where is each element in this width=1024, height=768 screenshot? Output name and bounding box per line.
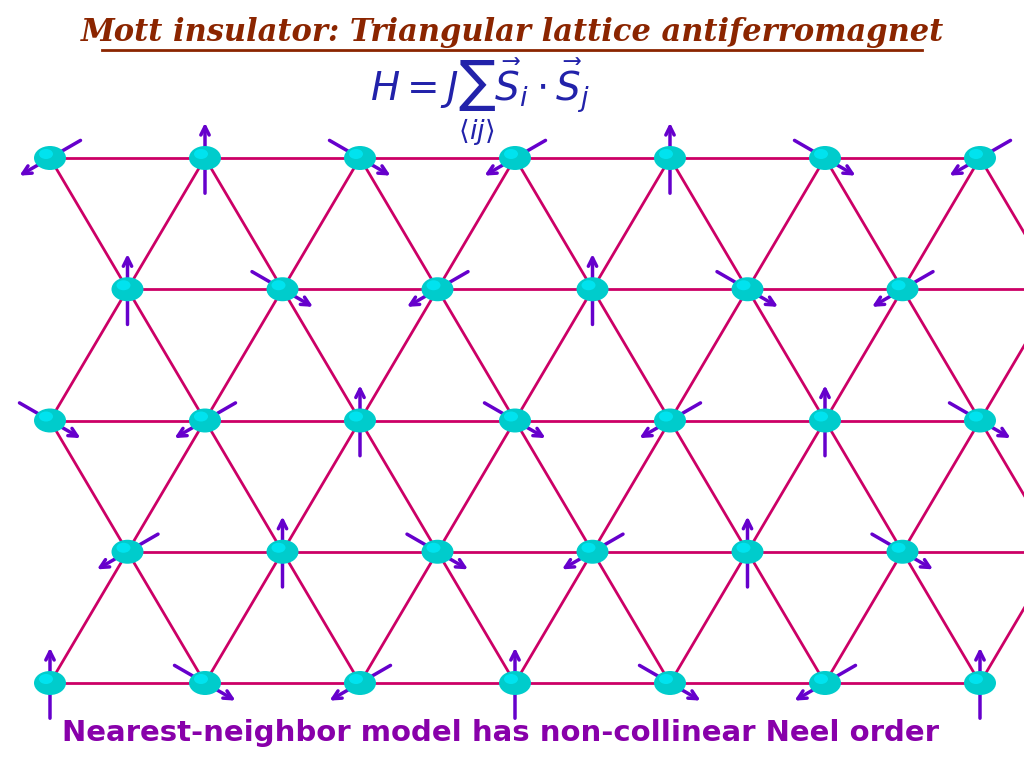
Ellipse shape (422, 277, 454, 301)
Ellipse shape (117, 280, 130, 290)
Ellipse shape (814, 674, 828, 684)
Ellipse shape (887, 540, 919, 564)
Text: Nearest-neighbor model has non-collinear Neel order: Nearest-neighbor model has non-collinear… (61, 719, 939, 747)
Ellipse shape (344, 146, 376, 170)
Ellipse shape (427, 543, 440, 553)
Ellipse shape (582, 280, 596, 290)
Ellipse shape (344, 671, 376, 695)
Ellipse shape (659, 674, 673, 684)
Ellipse shape (194, 412, 208, 422)
Ellipse shape (659, 149, 673, 159)
Ellipse shape (266, 540, 299, 564)
Ellipse shape (112, 540, 143, 564)
Ellipse shape (504, 674, 518, 684)
Ellipse shape (964, 671, 996, 695)
Ellipse shape (814, 149, 828, 159)
Ellipse shape (39, 412, 53, 422)
Ellipse shape (112, 277, 143, 301)
Ellipse shape (654, 146, 686, 170)
Ellipse shape (892, 280, 905, 290)
Ellipse shape (344, 409, 376, 432)
Ellipse shape (34, 146, 66, 170)
Ellipse shape (809, 671, 841, 695)
Ellipse shape (969, 149, 983, 159)
Ellipse shape (117, 543, 130, 553)
Ellipse shape (964, 409, 996, 432)
Ellipse shape (809, 409, 841, 432)
Ellipse shape (271, 280, 286, 290)
Ellipse shape (499, 409, 531, 432)
Ellipse shape (504, 412, 518, 422)
Ellipse shape (271, 543, 286, 553)
Ellipse shape (809, 146, 841, 170)
Ellipse shape (266, 277, 299, 301)
Ellipse shape (504, 149, 518, 159)
Ellipse shape (654, 671, 686, 695)
Ellipse shape (499, 146, 531, 170)
Ellipse shape (964, 146, 996, 170)
Ellipse shape (39, 674, 53, 684)
Ellipse shape (969, 412, 983, 422)
Ellipse shape (189, 146, 221, 170)
Text: $H = J \sum_{\langle ij \rangle} \vec{S}_i \cdot \vec{S}_j$: $H = J \sum_{\langle ij \rangle} \vec{S}… (370, 57, 590, 149)
Ellipse shape (969, 674, 983, 684)
Ellipse shape (731, 277, 764, 301)
Ellipse shape (814, 412, 828, 422)
Ellipse shape (189, 409, 221, 432)
Ellipse shape (194, 149, 208, 159)
Ellipse shape (422, 540, 454, 564)
Ellipse shape (194, 674, 208, 684)
Ellipse shape (349, 149, 362, 159)
Ellipse shape (577, 277, 608, 301)
Ellipse shape (582, 543, 596, 553)
Ellipse shape (654, 409, 686, 432)
Ellipse shape (427, 280, 440, 290)
Ellipse shape (887, 277, 919, 301)
Ellipse shape (736, 543, 751, 553)
Ellipse shape (349, 412, 362, 422)
Ellipse shape (499, 671, 531, 695)
Ellipse shape (731, 540, 764, 564)
Ellipse shape (577, 540, 608, 564)
Ellipse shape (349, 674, 362, 684)
Ellipse shape (892, 543, 905, 553)
Ellipse shape (34, 409, 66, 432)
Ellipse shape (34, 671, 66, 695)
Ellipse shape (659, 412, 673, 422)
Text: Mott insulator: Triangular lattice antiferromagnet: Mott insulator: Triangular lattice antif… (80, 18, 944, 48)
Ellipse shape (736, 280, 751, 290)
Ellipse shape (39, 149, 53, 159)
Ellipse shape (189, 671, 221, 695)
